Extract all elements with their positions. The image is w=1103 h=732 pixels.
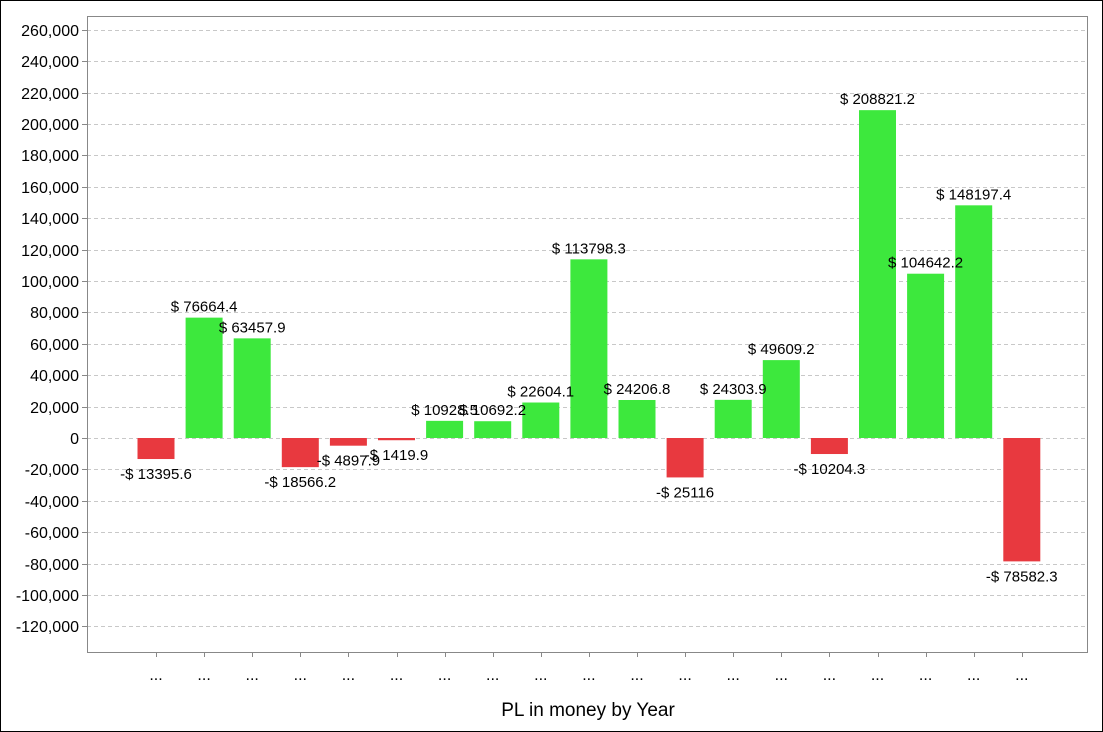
y-tick-label: 200,000 [21,117,79,134]
bar [907,273,945,438]
y-tick-label: 0 [70,431,79,448]
x-tick-label: ... [582,667,595,684]
y-tick-label: 60,000 [30,337,79,354]
x-tick-label: ... [775,667,788,684]
bar [233,338,271,438]
bar [378,438,415,441]
y-tick-label: 160,000 [21,180,79,197]
bar-value-label: -$ 78582.3 [986,568,1058,585]
x-tick-label: ... [197,667,210,684]
bar-value-label: $ 49609.2 [748,341,815,358]
bar [474,421,512,438]
bar [859,110,896,438]
bar-value-label: $ 104642.2 [888,255,963,272]
bar [281,438,319,468]
y-tick-label: -80,000 [25,557,79,574]
x-axis-ticks: ........................................… [149,652,1028,684]
y-tick-label: 180,000 [21,148,79,165]
bar-value-label: -$ 18566.2 [264,474,336,491]
y-tick-label: 100,000 [21,274,79,291]
x-tick-label: ... [246,667,259,684]
x-tick-label: ... [823,667,836,684]
bar [329,438,367,446]
data-labels: -$ 13395.6 $ 76664.4 $ 63457.9 -$ 18566.2 -$… [120,91,1058,585]
x-tick-label: ... [630,667,643,684]
bar [666,438,704,478]
bar [1003,438,1041,562]
bar-value-label: $ 63457.9 [219,319,286,336]
x-tick-label: ... [342,667,355,684]
y-tick-label: -20,000 [25,462,79,479]
bar-value-label: -$ 1419.9 [365,447,428,464]
y-tick-label: 40,000 [30,368,79,385]
bar [426,420,464,438]
bar [810,438,848,455]
bars [137,110,1041,562]
bar-value-label: $ 24303.9 [700,381,767,398]
x-tick-label: ... [534,667,547,684]
y-tick-label: 140,000 [21,211,79,228]
bar [570,259,608,438]
bar [522,402,560,438]
bar-value-label: $ 113798.3 [552,240,626,257]
x-tick-label: ... [1015,667,1028,684]
x-axis-title: PL in money by Year [501,700,675,721]
bar-value-label: $ 10692.2 [459,402,526,419]
y-tick-label: 240,000 [21,54,79,71]
bar-value-label: -$ 10204.3 [794,461,866,478]
bar-value-label: $ 24206.8 [604,381,671,398]
bar [618,399,656,438]
y-tick-label: 220,000 [21,86,79,103]
x-tick-label: ... [438,667,451,684]
x-tick-label: ... [871,667,884,684]
x-tick-label: ... [919,667,932,684]
x-tick-label: ... [149,667,162,684]
bar-value-label: $ 208821.2 [840,91,915,108]
y-tick-label: -40,000 [25,494,79,511]
bar [762,360,800,438]
bar [955,205,993,438]
x-tick-label: ... [390,667,403,684]
x-tick-label: ... [967,667,980,684]
axes [87,16,1088,653]
y-tick-label: 20,000 [30,400,79,417]
bar-value-label: $ 76664.4 [171,299,238,316]
x-tick-label: ... [486,667,499,684]
y-tick-label: -100,000 [16,588,79,605]
bar-value-label: $ 22604.1 [507,384,574,401]
x-tick-label: ... [727,667,740,684]
bar-value-label: $ 10928.5 [411,402,478,419]
y-tick-label: -60,000 [25,525,79,542]
plot-area-border [87,16,1088,653]
bar [137,438,175,460]
bar [714,399,752,438]
bar-value-label: -$ 13395.6 [120,466,192,483]
y-tick-label: 260,000 [21,23,79,40]
y-tick-label: 120,000 [21,243,79,260]
x-tick-label: ... [678,667,691,684]
x-tick-label: ... [294,667,307,684]
y-tick-label: 80,000 [30,305,79,322]
bar-value-label: $ 148197.4 [936,186,1011,203]
bar-value-label: -$ 25116 [656,484,714,501]
bar [185,317,223,438]
y-axis-ticks: 260,000 240,000 220,000 200,000 180,000 160,0… [16,23,87,636]
bar-value-label: -$ 4897.9 [317,453,380,470]
y-tick-label: -120,000 [16,619,79,636]
